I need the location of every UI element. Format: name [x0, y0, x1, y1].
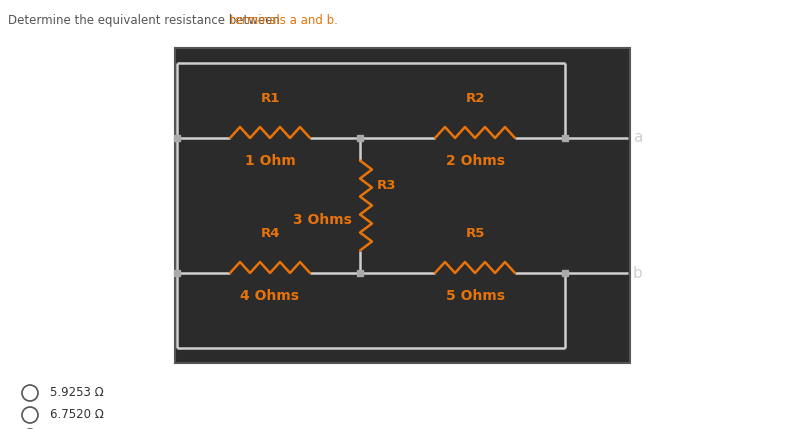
Text: a: a	[633, 130, 642, 145]
Text: R1: R1	[260, 92, 279, 105]
Text: 4 Ohms: 4 Ohms	[240, 289, 299, 303]
Text: 6.7520 Ω: 6.7520 Ω	[50, 408, 103, 422]
Text: 5 Ohms: 5 Ohms	[446, 289, 505, 303]
Text: Determine the equivalent resistance between: Determine the equivalent resistance betw…	[8, 14, 283, 27]
Bar	[175, 48, 630, 363]
Text: 2 Ohms: 2 Ohms	[446, 154, 505, 168]
Text: R4: R4	[260, 227, 279, 240]
Text: 5.9253 Ω: 5.9253 Ω	[50, 387, 103, 399]
Text: R5: R5	[466, 227, 485, 240]
Text: terminals a and b.: terminals a and b.	[230, 14, 338, 27]
Text: 3 Ohms: 3 Ohms	[293, 214, 352, 227]
Text: R3: R3	[377, 179, 396, 192]
Text: b: b	[633, 266, 642, 281]
Text: 1 Ohm: 1 Ohm	[244, 154, 295, 168]
Text: R2: R2	[466, 92, 485, 105]
